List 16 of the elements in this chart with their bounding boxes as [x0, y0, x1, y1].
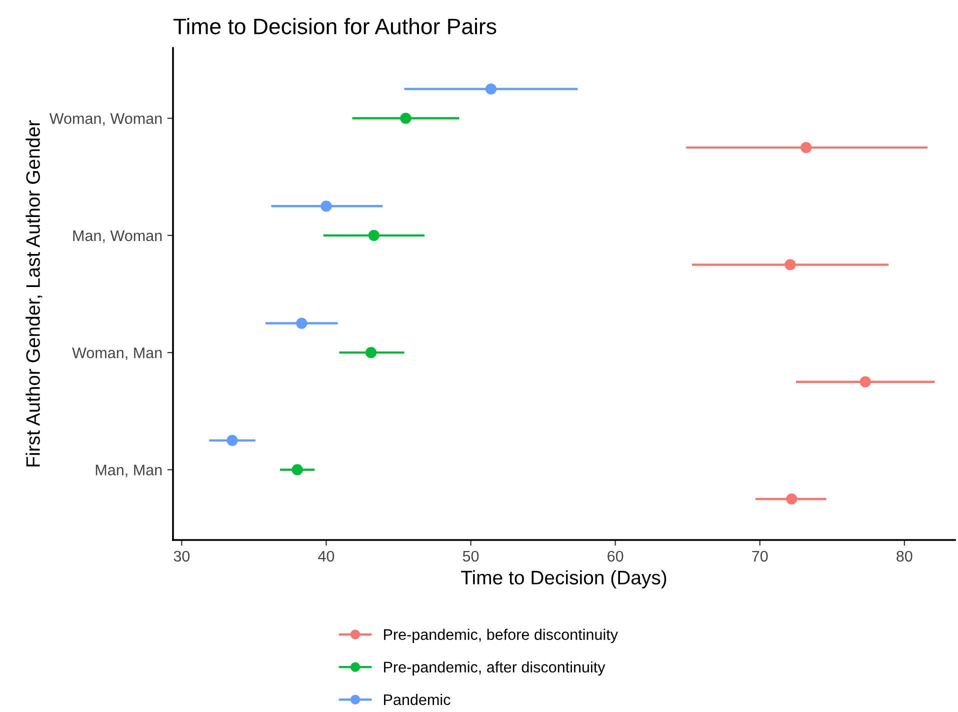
x-axis-title: Time to Decision (Days): [461, 570, 666, 588]
x-tick-label: 40: [318, 550, 334, 562]
y-tick-label: Woman, Woman: [49, 113, 162, 126]
chart-title: Time to Decision for Author Pairs: [174, 18, 496, 34]
y-tick-label: Man, Woman: [73, 230, 162, 243]
legend-label: Pandemic: [384, 694, 450, 706]
x-tick-label: 70: [752, 550, 768, 562]
x-tick-label: 30: [174, 550, 190, 562]
x-tick-label: 50: [462, 550, 479, 562]
x-tick-label: 60: [608, 550, 624, 562]
legend-label: Pre-pandemic, before discontinuity: [384, 628, 618, 643]
x-tick-label: 80: [896, 550, 912, 562]
y-axis-title: First Author Gender, Last Author Gender: [26, 120, 42, 466]
legend-label: Pre-pandemic, after discontinuity: [384, 661, 606, 676]
y-tick-label: Woman, Man: [72, 348, 162, 360]
y-tick-label: Man, Man: [96, 464, 162, 478]
